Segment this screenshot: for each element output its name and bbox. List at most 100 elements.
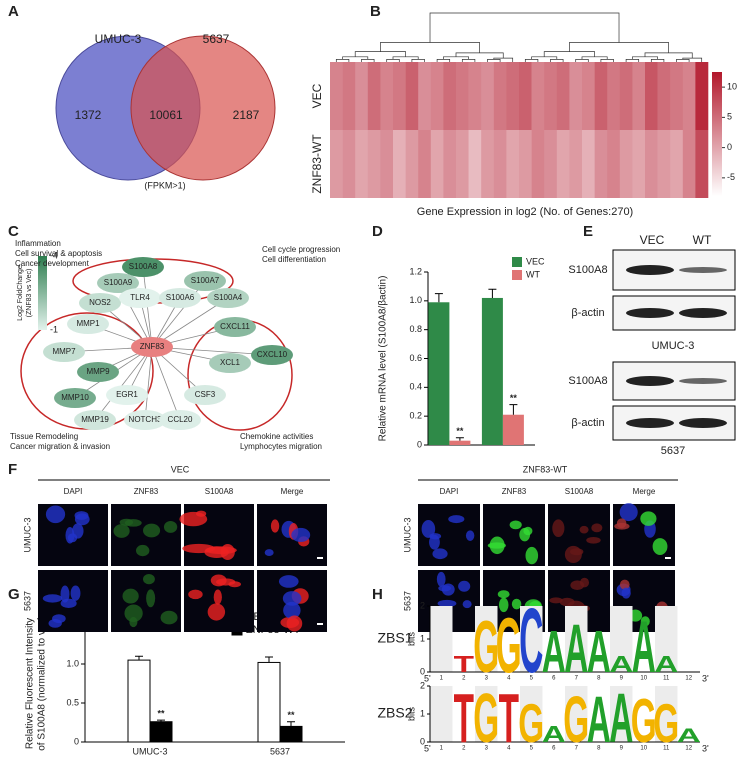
node-label: S100A8 bbox=[129, 262, 158, 271]
heatmap-cell bbox=[519, 62, 532, 130]
y-tick-label: 1.0 bbox=[66, 658, 79, 668]
annotation: Inflammation bbox=[15, 239, 61, 248]
panel-label: B bbox=[370, 3, 381, 20]
legend-swatch bbox=[512, 257, 522, 267]
network-node bbox=[74, 410, 116, 430]
logo-letter: T bbox=[454, 652, 475, 678]
annotation: Tissue Remodeling bbox=[10, 432, 78, 441]
significance: ** bbox=[157, 709, 165, 719]
cell bbox=[283, 601, 301, 619]
set-count: 1372 bbox=[75, 108, 102, 122]
cell bbox=[579, 525, 589, 534]
panel-label: A bbox=[8, 3, 19, 20]
heatmap-cell bbox=[367, 130, 381, 198]
logo-letter: A bbox=[542, 619, 566, 686]
logo-column bbox=[610, 686, 633, 742]
cell bbox=[188, 589, 203, 600]
blot-band bbox=[626, 308, 674, 318]
heatmap-cell bbox=[594, 62, 608, 130]
dendrogram bbox=[625, 59, 640, 62]
heatmap-cell bbox=[430, 62, 444, 130]
y-tick-label: 0.4 bbox=[409, 382, 422, 392]
cell bbox=[640, 511, 657, 526]
logo-letter: G bbox=[473, 678, 499, 757]
heatmap-cell bbox=[468, 130, 482, 198]
y-tick-label: 0.2 bbox=[409, 411, 422, 421]
heatmap-cell bbox=[405, 130, 419, 198]
cell bbox=[619, 503, 638, 522]
cell bbox=[511, 598, 522, 610]
significance: ** bbox=[287, 710, 295, 720]
y-axis-label: bits bbox=[406, 707, 416, 722]
position-label: 6 bbox=[552, 676, 556, 682]
annotation: Cancer development bbox=[15, 259, 90, 268]
column-label: VEC bbox=[640, 233, 665, 247]
position-label: 3 bbox=[485, 676, 489, 682]
panel-label: F bbox=[8, 461, 17, 478]
heatmap-cell bbox=[506, 130, 520, 198]
dendrogram bbox=[411, 59, 425, 62]
heatmap-cell bbox=[531, 62, 545, 130]
logo-letter: G bbox=[518, 693, 544, 755]
dendrogram bbox=[632, 56, 658, 60]
logo-column bbox=[565, 686, 588, 742]
dendrogram bbox=[493, 57, 514, 62]
heatmap-cell bbox=[657, 130, 671, 198]
cell bbox=[438, 585, 451, 592]
heatmap-cell bbox=[493, 62, 507, 130]
cell bbox=[458, 580, 471, 592]
bar bbox=[127, 659, 151, 743]
logo-letter: A bbox=[587, 684, 611, 757]
set-count: 2187 bbox=[233, 108, 260, 122]
dendrogram bbox=[429, 12, 620, 43]
node-label: ZNF83 bbox=[140, 342, 165, 351]
logo-column bbox=[520, 686, 543, 742]
logo-letter: G bbox=[473, 606, 499, 688]
heatmap-cell bbox=[544, 130, 558, 198]
blot-band bbox=[679, 378, 727, 384]
cell bbox=[282, 591, 302, 606]
blot-band bbox=[679, 267, 727, 273]
network-node bbox=[184, 385, 226, 405]
end-label: 3' bbox=[702, 673, 709, 683]
heatmap-cell bbox=[468, 62, 482, 130]
legend-label: VEC bbox=[526, 256, 545, 266]
cell bbox=[448, 515, 465, 524]
heatmap-cell bbox=[632, 130, 646, 198]
heatmap-cell bbox=[380, 62, 394, 130]
position-label: 12 bbox=[685, 676, 692, 682]
heatmap-cell bbox=[645, 62, 658, 130]
node-label: EGR1 bbox=[116, 390, 138, 399]
y-tick-label: 2 bbox=[420, 600, 425, 610]
position-label: 10 bbox=[640, 676, 647, 682]
network-node bbox=[214, 317, 256, 337]
error-bar bbox=[488, 288, 497, 298]
y-axis-label: of S100A8 (normalized to vec) bbox=[37, 616, 48, 751]
logo-letter: A bbox=[609, 678, 633, 757]
error-bar bbox=[509, 404, 518, 415]
cell bbox=[264, 549, 274, 556]
y-axis-label: Relative mRNA level (S100A8/βactin) bbox=[378, 276, 389, 442]
row-label: UMUC-3 bbox=[402, 518, 412, 553]
annotation: Cancer migration & invasion bbox=[10, 442, 110, 451]
bar bbox=[149, 721, 173, 743]
heatmap-cell bbox=[481, 62, 495, 130]
network-node bbox=[122, 257, 164, 277]
position-label: 5 bbox=[530, 746, 534, 752]
node-label: MMP19 bbox=[81, 415, 109, 424]
heatmap-cell bbox=[418, 62, 432, 130]
node-label: S100A4 bbox=[214, 293, 243, 302]
row-label: UMUC-3 bbox=[22, 518, 32, 553]
logo-letter: A bbox=[587, 619, 611, 686]
y-tick-label: 0 bbox=[74, 736, 79, 746]
annotation: Cell cycle progression bbox=[262, 245, 340, 254]
dendrogram bbox=[575, 59, 589, 62]
cell bbox=[552, 519, 565, 538]
cell bbox=[45, 505, 66, 524]
cell bbox=[122, 588, 139, 604]
row-label: ZNF83-WT bbox=[310, 134, 324, 194]
error-bar bbox=[265, 656, 273, 663]
cell bbox=[160, 610, 178, 625]
dendrogram bbox=[581, 56, 608, 60]
cell bbox=[74, 513, 90, 526]
